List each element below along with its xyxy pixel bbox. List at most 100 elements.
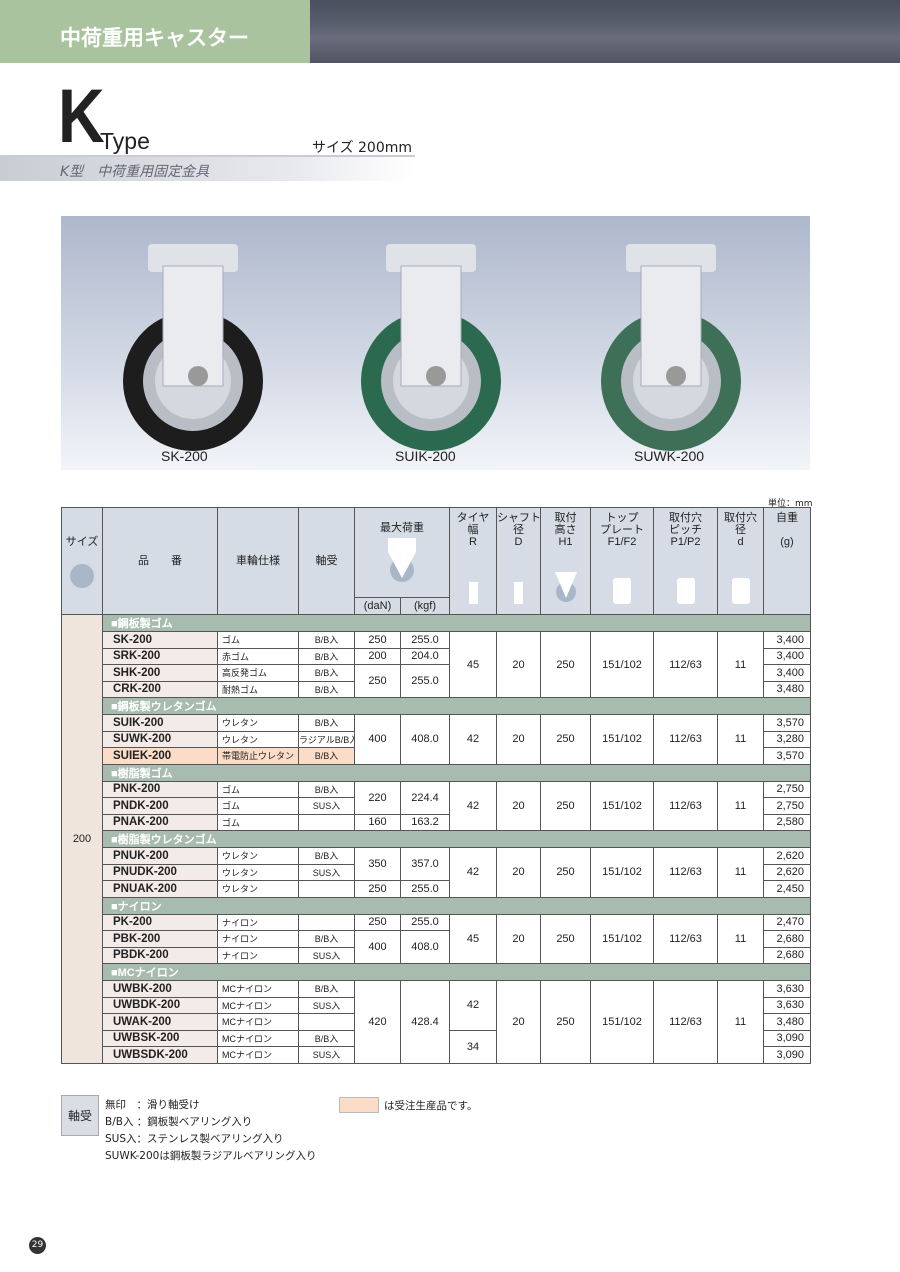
part-number: SRK-200 <box>102 647 218 665</box>
table-row: CRK-200 耐熱ゴム B/B入 3,480 <box>62 680 811 698</box>
table-row: UWAK-200 MCナイロン 3,480 <box>62 1013 811 1031</box>
weight: 3,400 <box>763 631 811 649</box>
part-number: CRK-200 <box>102 680 218 698</box>
table-row: UWBK-200 MCナイロン B/B入 420 428.4 42 20 250 151/102… <box>62 980 811 1064</box>
shaft-dia: 20 <box>496 980 541 1064</box>
header-weight: 自重 (g) <box>763 507 811 615</box>
top-plate: 151/102 <box>590 631 654 698</box>
load-kgf: 255.0 <box>400 664 450 698</box>
hole-dia: 11 <box>717 847 764 898</box>
group-title: ■MCナイロン <box>102 963 811 981</box>
header-band <box>0 0 310 63</box>
weight: 3,280 <box>763 730 811 748</box>
bearing <box>298 1013 355 1031</box>
part-number: PBK-200 <box>102 930 218 948</box>
top-plate: 151/102 <box>590 714 654 765</box>
load-dan: 200 <box>354 647 401 665</box>
load-kgf: 204.0 <box>400 647 450 665</box>
load-icon <box>388 538 416 582</box>
weight: 3,480 <box>763 1013 811 1031</box>
load-dan: 250 <box>354 631 401 649</box>
hole-pitch: 112/63 <box>653 780 718 831</box>
unit-note: 単位：mm <box>768 499 813 509</box>
weight: 2,680 <box>763 946 811 964</box>
bearing: B/B入 <box>298 930 355 948</box>
group-title: ■鋼板製ゴム <box>102 614 811 632</box>
bearing: B/B入 <box>298 1029 355 1047</box>
table-row: PNUK-200 ウレタン B/B入 350 357.0 42 20 250 151/102 11… <box>62 847 811 898</box>
part-number: SUIK-200 <box>102 714 218 732</box>
caster-image <box>361 244 501 451</box>
table-row: PNAK-200 ゴム 160 163.2 2,580 <box>62 813 811 831</box>
wheel-spec: MCナイロン <box>217 996 299 1014</box>
table-row: SK-200 ゴム B/B入 250 255.0 45 20 250 151/102 112/63… <box>62 631 811 698</box>
weight: 3,570 <box>763 747 811 765</box>
group-title: ■鋼板製ウレタンゴム <box>102 697 811 715</box>
group-row: ■樹脂製ウレタンゴム <box>62 830 811 848</box>
weight: 3,480 <box>763 680 811 698</box>
photo-label: SUWK-200 <box>634 448 705 464</box>
weight: 2,470 <box>763 913 811 931</box>
header-kgf: (kgf) <box>400 597 450 615</box>
wheel-spec: ゴム <box>217 780 299 798</box>
load-kgf: 408.0 <box>400 714 450 765</box>
weight: 3,090 <box>763 1029 811 1047</box>
load-dan: 250 <box>354 664 401 698</box>
group-row: 200 ■鋼板製ゴム <box>61 614 811 1064</box>
caster-image <box>601 244 741 451</box>
table-row: UWBSDK-200 MCナイロン SUS入 3,090 <box>62 1046 811 1064</box>
wheel-spec: MCナイロン <box>217 980 299 998</box>
load-kgf: 224.4 <box>400 780 450 815</box>
bearing: SUS入 <box>298 1046 355 1064</box>
table-row: PK-200 ナイロン 250 255.0 45 20 250 151/102 112/63 11… <box>62 913 811 964</box>
part-number: PNUK-200 <box>102 847 218 865</box>
load-dan: 250 <box>354 880 401 898</box>
legend-bearing-label: 軸受 <box>61 1095 99 1136</box>
weight: 2,680 <box>763 930 811 948</box>
wheel-spec: 耐熱ゴム <box>217 680 299 698</box>
table-row: PNUDK-200 ウレタン SUS入 2,620 <box>62 863 811 881</box>
mount-height: 250 <box>540 913 591 964</box>
shaft-dia: 20 <box>496 714 541 765</box>
header-shaft: シャフト 径 D <box>496 507 541 615</box>
wheel-spec: 高反発ゴム <box>217 664 299 682</box>
wheel-spec: ナイロン <box>217 930 299 948</box>
table-row: PNDK-200 ゴム SUS入 2,750 <box>62 797 811 815</box>
part-number: UWBSK-200 <box>102 1029 218 1047</box>
wheel-spec: MCナイロン <box>217 1013 299 1031</box>
hole-dia: 11 <box>717 980 764 1064</box>
tire-width: 34 <box>449 1029 497 1064</box>
load-kgf: 255.0 <box>400 631 450 649</box>
hole-pitch: 112/63 <box>653 913 718 964</box>
shaft-icon <box>514 582 523 604</box>
wheel-spec: ゴム <box>217 813 299 831</box>
tire-width: 42 <box>449 714 497 765</box>
table-row: SUIEK-200 帯電防止ウレタン B/B入 3,570 <box>62 747 811 765</box>
group-title: ■樹脂製ゴム <box>102 763 811 782</box>
part-number: UWBK-200 <box>102 980 218 998</box>
load-kgf: 163.2 <box>400 813 450 831</box>
made-to-order-swatch <box>339 1097 379 1113</box>
weight: 3,570 <box>763 714 811 732</box>
load-kgf: 357.0 <box>400 847 450 881</box>
bearing: SUS入 <box>298 863 355 881</box>
load-dan: 400 <box>354 714 401 765</box>
hole-dia: 11 <box>717 780 764 831</box>
wheel-spec: ゴム <box>217 631 299 649</box>
part-number: PNUDK-200 <box>102 863 218 881</box>
tire-width: 42 <box>449 847 497 898</box>
tire-width: 42 <box>449 980 497 1031</box>
shaft-dia: 20 <box>496 780 541 831</box>
part-number: SHK-200 <box>102 664 218 682</box>
hole-dia: 11 <box>717 913 764 964</box>
plate-icon <box>613 578 631 604</box>
load-kgf: 255.0 <box>400 880 450 898</box>
subtitle: K型 中荷重用固定金具 <box>60 164 210 180</box>
bearing: B/B入 <box>298 680 355 698</box>
part-number: PNUAK-200 <box>102 880 218 898</box>
header-dark-band <box>310 0 900 63</box>
hole-dia: 11 <box>717 631 764 698</box>
pitch-icon <box>676 578 695 604</box>
header-dan: (daN) <box>354 597 401 615</box>
weight: 3,090 <box>763 1046 811 1064</box>
